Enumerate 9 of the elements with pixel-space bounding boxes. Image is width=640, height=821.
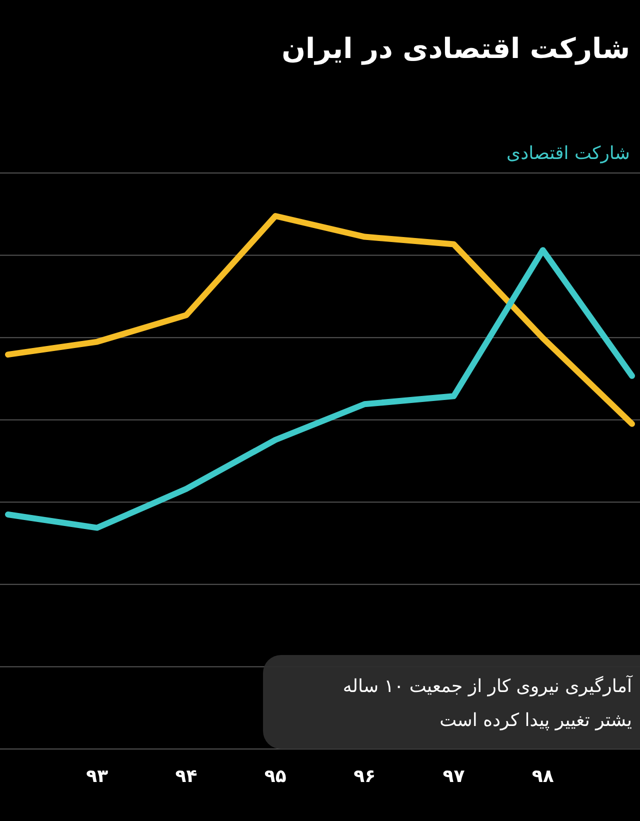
annotation: آمارگیری نیروی کار از جمعیت ۱۰ ساله یشتر تغییر پیدا کرده است xyxy=(342,675,633,731)
x-tick-label: ۹۴ xyxy=(175,766,198,787)
text: شارکت اقتصادی xyxy=(506,143,630,164)
x-tick-label: ۹۳ xyxy=(86,766,108,787)
x-tick-label: ۹۷ xyxy=(442,766,465,787)
chart-title: شارکت اقتصادی در ایران xyxy=(282,32,630,65)
x-tick-label: ۹۵ xyxy=(264,766,286,787)
x-tick-label: ۹۶ xyxy=(354,766,376,787)
x-tick-label: ۹۸ xyxy=(532,766,554,787)
